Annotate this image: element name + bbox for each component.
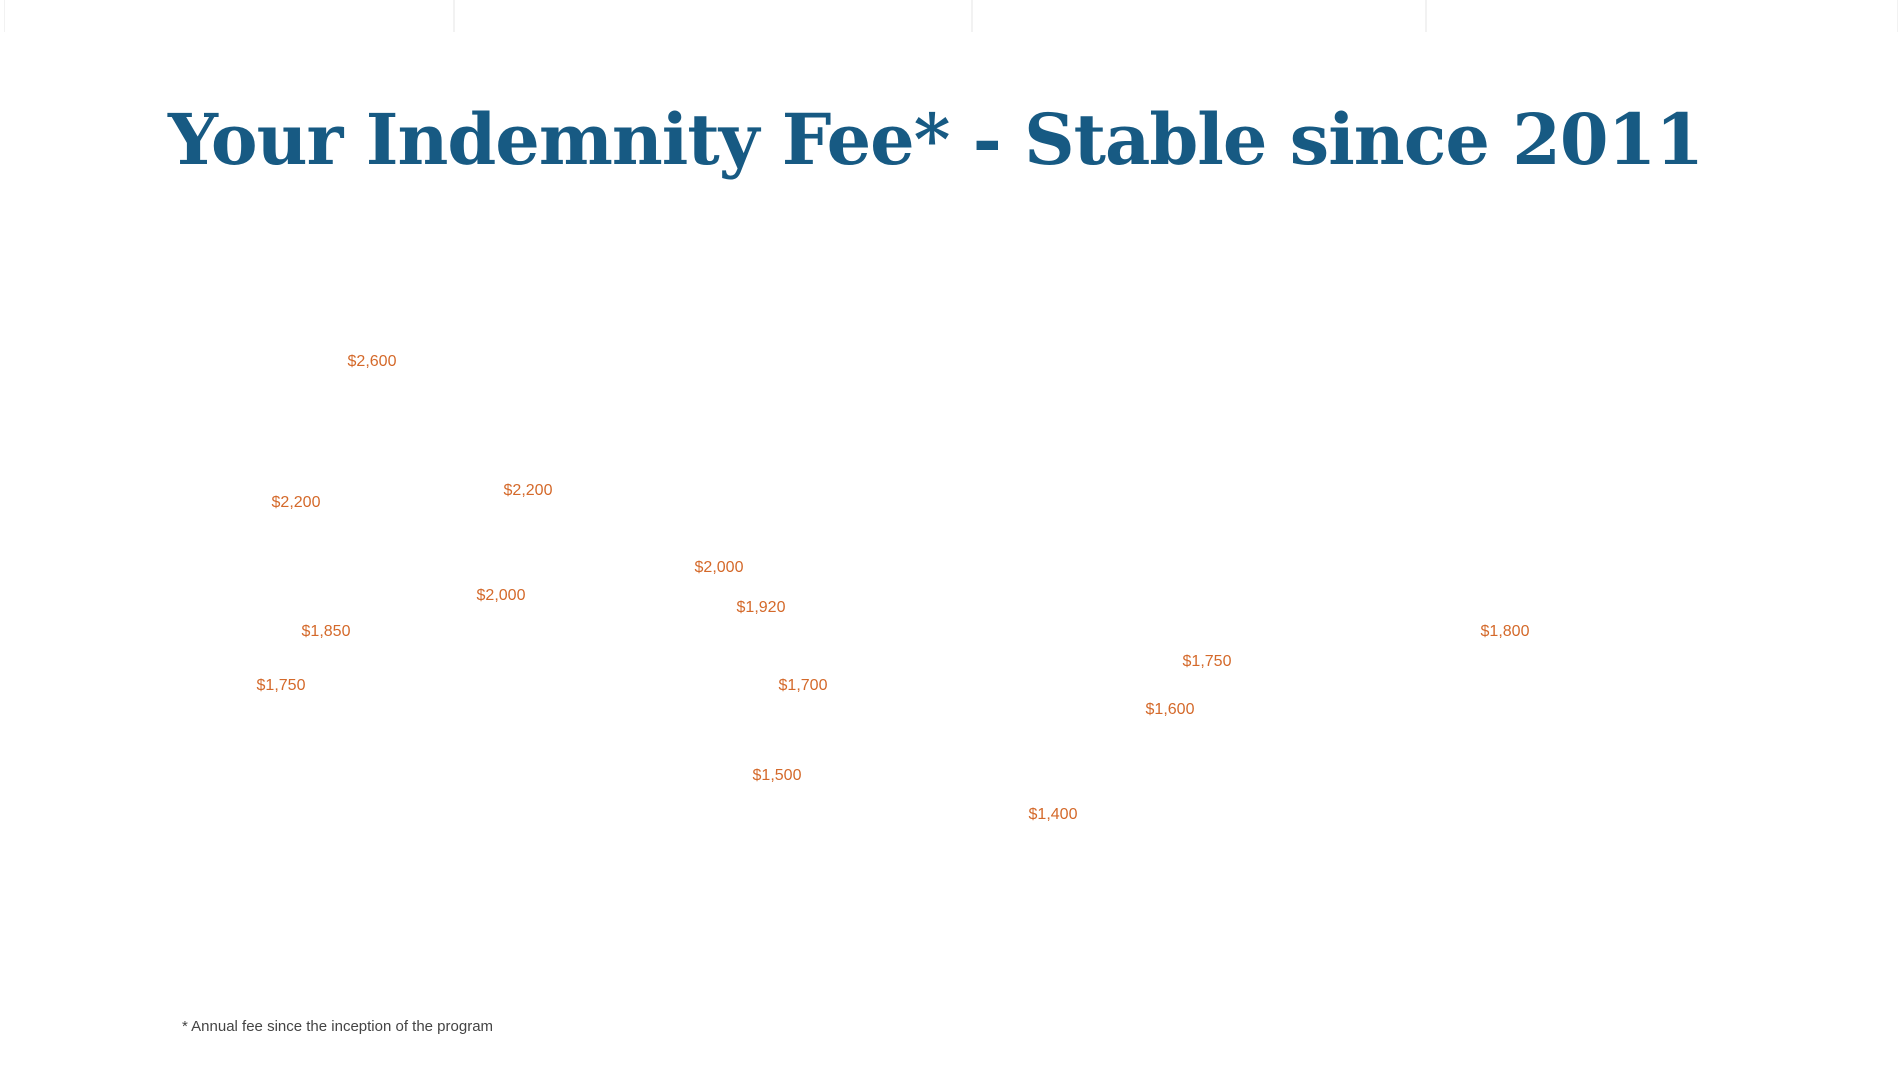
data-label: $1,800 [1481,623,1530,640]
data-label: $2,000 [695,559,744,576]
data-label: $1,700 [779,677,828,694]
data-label: $2,200 [504,482,553,499]
top-strip-segment [1426,0,1898,32]
data-label: $2,600 [348,353,397,370]
page-title: Your Indemnity Fee* - Stable since 2011 [168,98,1704,181]
data-label: $2,200 [272,494,321,511]
data-label: $1,500 [753,767,802,784]
data-label: $1,850 [302,623,351,640]
data-label: $1,750 [257,677,306,694]
top-strip-segment [972,0,1426,32]
top-strip [0,0,1900,32]
top-strip-segment [4,0,454,32]
data-label: $1,600 [1146,701,1195,718]
top-strip-segment [454,0,972,32]
data-label: $1,920 [737,599,786,616]
data-label: $2,000 [477,587,526,604]
footnote: * Annual fee since the inception of the … [182,1018,494,1035]
data-label: $1,750 [1183,653,1232,670]
data-label: $1,400 [1029,806,1078,823]
